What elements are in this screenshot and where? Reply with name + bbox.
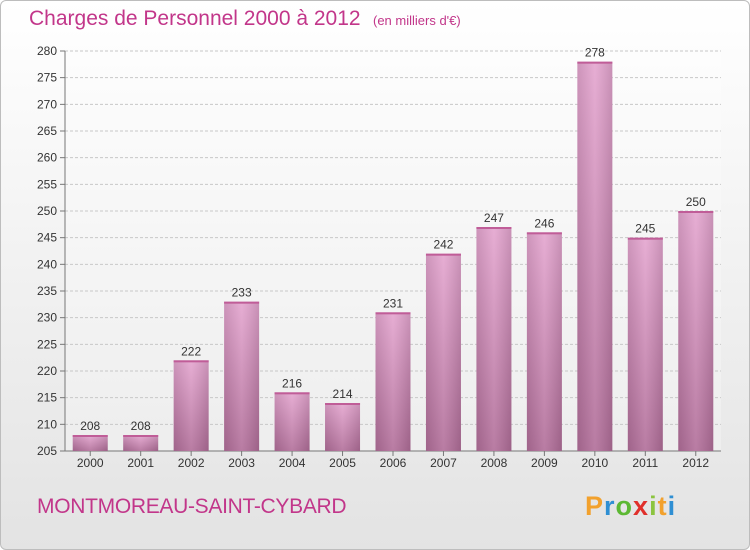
bar-top-edge: [678, 211, 714, 213]
data-label: 242: [433, 238, 453, 252]
data-label: 231: [383, 296, 403, 310]
x-tick-label: 2002: [178, 456, 205, 470]
x-tick-label: 2001: [127, 456, 154, 470]
bar-top-edge: [274, 392, 310, 395]
y-tick-label: 240: [37, 257, 57, 271]
bar-shade: [375, 312, 411, 451]
bar-top-edge: [123, 435, 159, 437]
data-label: 208: [80, 419, 100, 433]
x-tick-label: 2003: [228, 456, 255, 470]
x-tick-label: 2011: [632, 456, 658, 470]
bar-shade: [123, 435, 159, 451]
bar-shade: [425, 253, 461, 451]
y-tick-label: 210: [37, 417, 57, 431]
data-label: 245: [635, 222, 655, 236]
data-label: 246: [534, 216, 554, 230]
y-tick-label: 205: [37, 444, 57, 458]
logo-letter: o: [615, 491, 634, 521]
logo-letter: t: [657, 491, 668, 521]
data-label: 216: [282, 376, 302, 390]
y-tick-label: 230: [37, 311, 57, 325]
logo-letter: x: [633, 491, 650, 521]
data-label: 222: [181, 344, 201, 358]
bar-shade: [325, 403, 361, 451]
y-tick-label: 255: [37, 177, 57, 191]
bar-shade: [274, 392, 310, 451]
logo-letter: P: [585, 491, 605, 521]
data-label: 208: [131, 419, 151, 433]
x-tick-label: 2010: [581, 456, 608, 470]
y-tick-label: 250: [37, 204, 57, 218]
y-tick-label: 275: [37, 71, 57, 85]
bar-top-edge: [526, 232, 562, 235]
proxiti-logo: Proxiti: [585, 491, 676, 522]
x-tick-label: 2006: [380, 456, 407, 470]
bar-top-edge: [173, 360, 209, 363]
bar-top-edge: [425, 253, 461, 256]
data-label: 250: [686, 195, 706, 209]
y-tick-label: 270: [37, 97, 57, 111]
x-tick-label: 2000: [77, 456, 104, 470]
bar-shade: [678, 211, 714, 451]
y-tick-label: 245: [37, 231, 57, 245]
bar-top-edge: [72, 435, 108, 437]
bar-top-edge: [627, 237, 663, 240]
bar-top-edge: [577, 61, 613, 64]
data-label: 278: [585, 46, 605, 60]
y-tick-label: 215: [37, 391, 57, 405]
y-tick-label: 260: [37, 151, 57, 165]
chart-subtitle: (en milliers d'€): [373, 13, 461, 28]
bar-shade: [627, 237, 663, 451]
logo-letter: i: [667, 491, 677, 521]
y-tick-label: 280: [37, 44, 57, 58]
bar-shade: [577, 61, 613, 452]
bar-top-edge: [375, 312, 411, 315]
logo-letter: r: [604, 491, 616, 521]
data-label: 233: [232, 286, 252, 300]
bar-top-edge: [325, 403, 361, 405]
bar-shade: [72, 435, 108, 451]
y-tick-label: 235: [37, 284, 57, 298]
bar-top-edge: [224, 301, 260, 304]
y-tick-label: 265: [37, 124, 57, 138]
logo-letter: i: [649, 491, 658, 521]
x-tick-label: 2009: [531, 456, 558, 470]
chart-title: Charges de Personnel 2000 à 2012: [29, 7, 361, 30]
data-label: 247: [484, 211, 504, 225]
x-tick-label: 2005: [329, 456, 356, 470]
x-tick-label: 2012: [682, 456, 709, 470]
y-tick-label: 220: [37, 364, 57, 378]
bar-shade: [224, 301, 260, 451]
bar-shade: [476, 227, 512, 451]
commune-name: MONTMOREAU-SAINT-CYBARD: [37, 495, 347, 518]
y-tick-label: 225: [37, 337, 57, 351]
x-tick-label: 2008: [481, 456, 508, 470]
bar-shade: [526, 232, 562, 451]
x-tick-label: 2004: [279, 456, 306, 470]
bar-top-edge: [476, 227, 512, 229]
x-tick-label: 2007: [430, 456, 457, 470]
data-label: 214: [333, 387, 353, 401]
bar-shade: [173, 360, 209, 451]
